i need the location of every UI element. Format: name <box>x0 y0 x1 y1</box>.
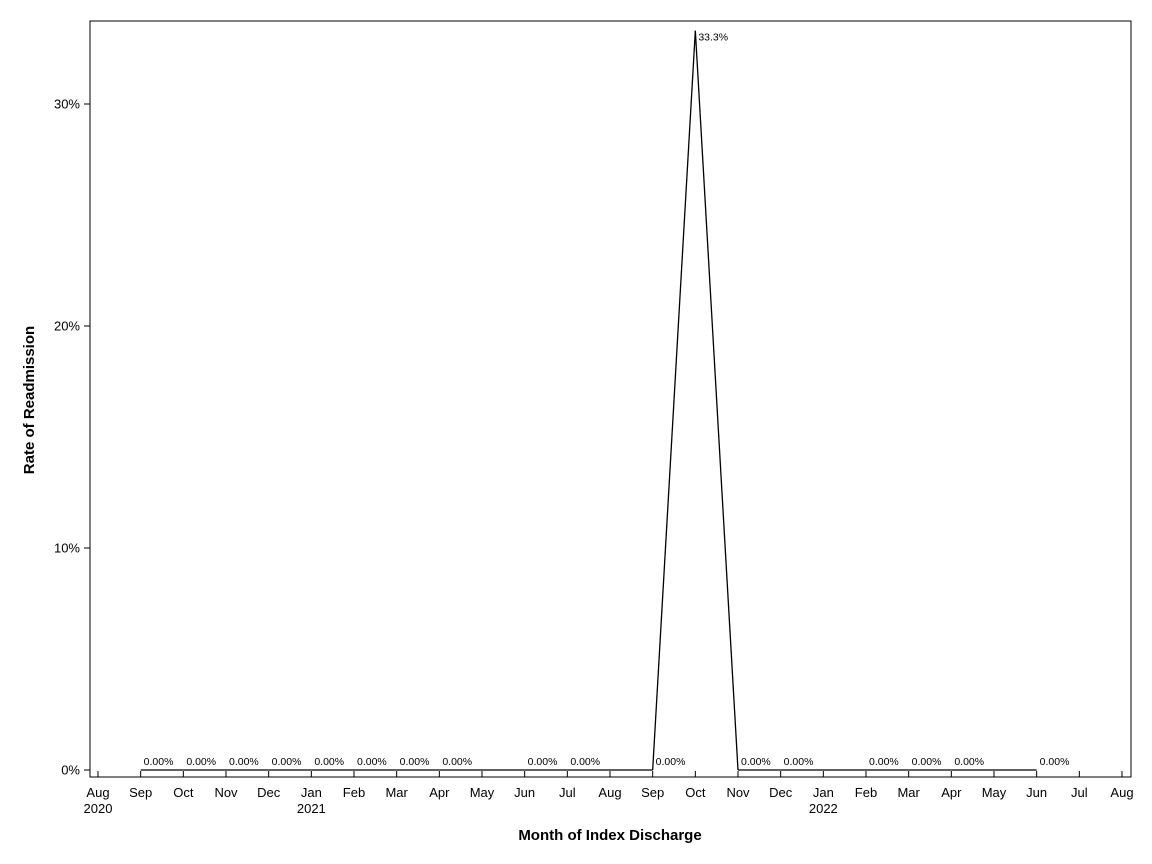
series-line-segment <box>652 30 696 771</box>
x-tick-label: Jan <box>301 785 322 800</box>
x-tick-label: Nov <box>214 785 238 800</box>
data-label: 0.00% <box>784 756 814 768</box>
y-tick-label: 10% <box>54 541 80 556</box>
data-label: 0.00% <box>229 756 259 768</box>
x-tick-label: Apr <box>429 785 450 800</box>
x-tick-label: Jan <box>813 785 834 800</box>
series-line-segment <box>694 30 739 771</box>
x-tick-label: Feb <box>343 785 365 800</box>
series-lines <box>140 30 1037 771</box>
data-label: 0.00% <box>528 756 558 768</box>
data-label: 0.00% <box>314 756 344 768</box>
data-label: 0.00% <box>741 756 771 768</box>
x-tick-label: May <box>982 785 1007 800</box>
x-tick-label: Mar <box>385 785 408 800</box>
data-label: 0.00% <box>442 756 472 768</box>
x-tick-label: Dec <box>257 785 281 800</box>
x-tick-label: Aug <box>598 785 621 800</box>
x-tick-label: Jun <box>514 785 535 800</box>
x-tick-year-label: 2021 <box>297 801 326 816</box>
x-tick-label: Apr <box>941 785 962 800</box>
x-tick-label: Jul <box>1071 785 1088 800</box>
data-label: 0.00% <box>570 756 600 768</box>
plot-frame <box>89 20 1132 778</box>
x-tick-label: Dec <box>769 785 793 800</box>
x-tick-label: Oct <box>173 785 194 800</box>
data-label: 0.00% <box>912 756 942 768</box>
x-tick-label: Jul <box>559 785 576 800</box>
data-label: 0.00% <box>186 756 216 768</box>
x-axis-title: Month of Index Discharge <box>518 827 701 844</box>
x-tick-label: Aug <box>1110 785 1133 800</box>
y-tick-label: 20% <box>54 319 80 334</box>
data-labels: 0.00% 0.00% 0.00% 0.00% 0.00% 0.00% 0.00% 0.00%… <box>144 32 1070 768</box>
x-tick-label: Mar <box>897 785 920 800</box>
x-tick-year-label: 2020 <box>84 801 113 816</box>
data-label: 0.00% <box>357 756 387 768</box>
x-tick-label: Sep <box>641 785 664 800</box>
x-tick-year-label: 2022 <box>809 801 838 816</box>
x-tick-label: Nov <box>726 785 750 800</box>
data-label: 0.00% <box>1040 756 1070 768</box>
data-label: 0.00% <box>656 756 686 768</box>
y-tick-label: 0% <box>61 763 80 778</box>
data-label: 0.00% <box>869 756 899 768</box>
x-tick-label: Aug <box>86 785 109 800</box>
y-tick-label: 30% <box>54 97 80 112</box>
y-axis: 0% 10% 20% 30% <box>54 97 90 778</box>
data-label: 33.3% <box>698 32 728 44</box>
x-tick-label: Feb <box>855 785 877 800</box>
data-label: 0.00% <box>272 756 302 768</box>
data-label: 0.00% <box>400 756 430 768</box>
x-tick-label: May <box>470 785 495 800</box>
y-axis-title: Rate of Readmission <box>21 326 38 474</box>
data-label: 0.00% <box>954 756 984 768</box>
x-tick-label: Jun <box>1026 785 1047 800</box>
x-tick-label: Sep <box>129 785 152 800</box>
x-tick-label: Oct <box>685 785 706 800</box>
data-label: 0.00% <box>144 756 174 768</box>
